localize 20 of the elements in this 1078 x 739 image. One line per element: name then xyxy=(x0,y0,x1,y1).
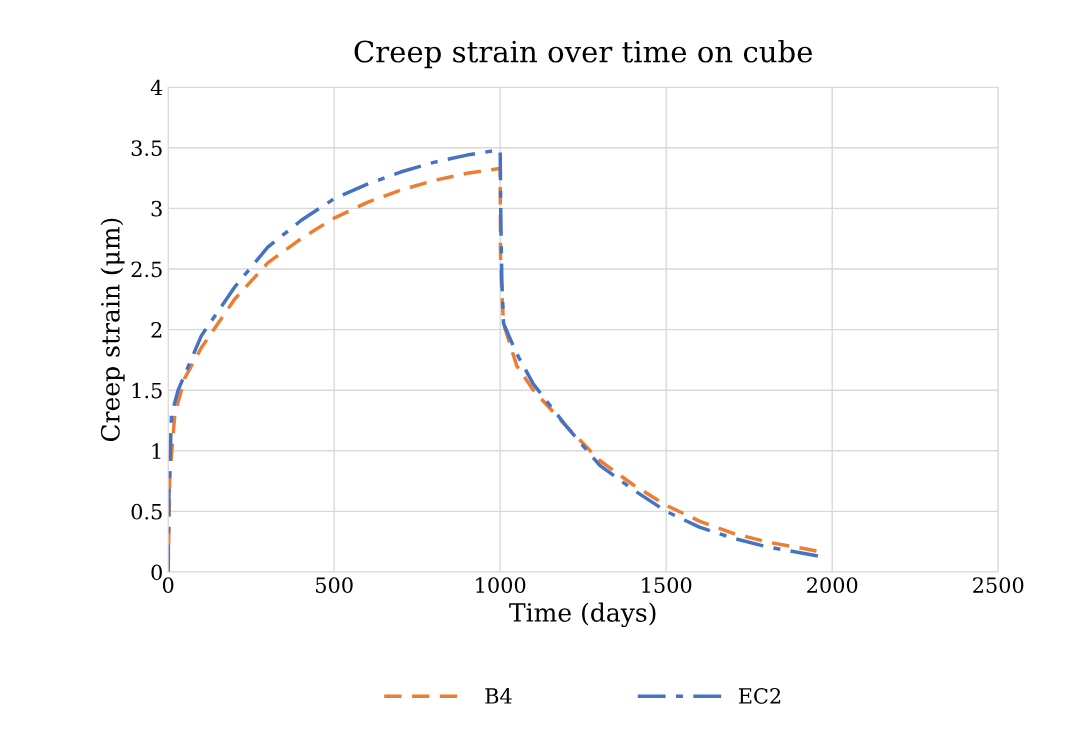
y-tick-label: 2.5 xyxy=(131,261,162,278)
x-tick-label: 1000 xyxy=(476,577,526,593)
x-tick-label: 500 xyxy=(316,577,353,593)
y-tick-label: 1 xyxy=(152,443,161,459)
y-tick-label: 1.5 xyxy=(132,382,162,399)
y-tick-label: 2 xyxy=(151,322,162,338)
legend-label: EC2 xyxy=(738,688,781,704)
y-tick-label: 4 xyxy=(150,79,163,96)
y-tick-label: 0 xyxy=(151,564,162,581)
x-tick-label: 0 xyxy=(162,577,174,593)
x-tick-label: 2000 xyxy=(807,577,858,593)
chart-title: Creep strain over time on cube xyxy=(354,40,813,69)
y-tick-label: 3 xyxy=(151,200,162,217)
x-tick-label: 2500 xyxy=(973,577,1024,593)
y-axis-title: Creep strain (μm) xyxy=(100,218,125,442)
y-tick-label: 0.5 xyxy=(131,503,162,520)
legend-label: B4 xyxy=(485,688,512,704)
y-tick-label: 3.5 xyxy=(131,140,162,157)
x-axis-title: Time (days) xyxy=(509,602,656,628)
x-tick-label: 1500 xyxy=(642,577,692,593)
